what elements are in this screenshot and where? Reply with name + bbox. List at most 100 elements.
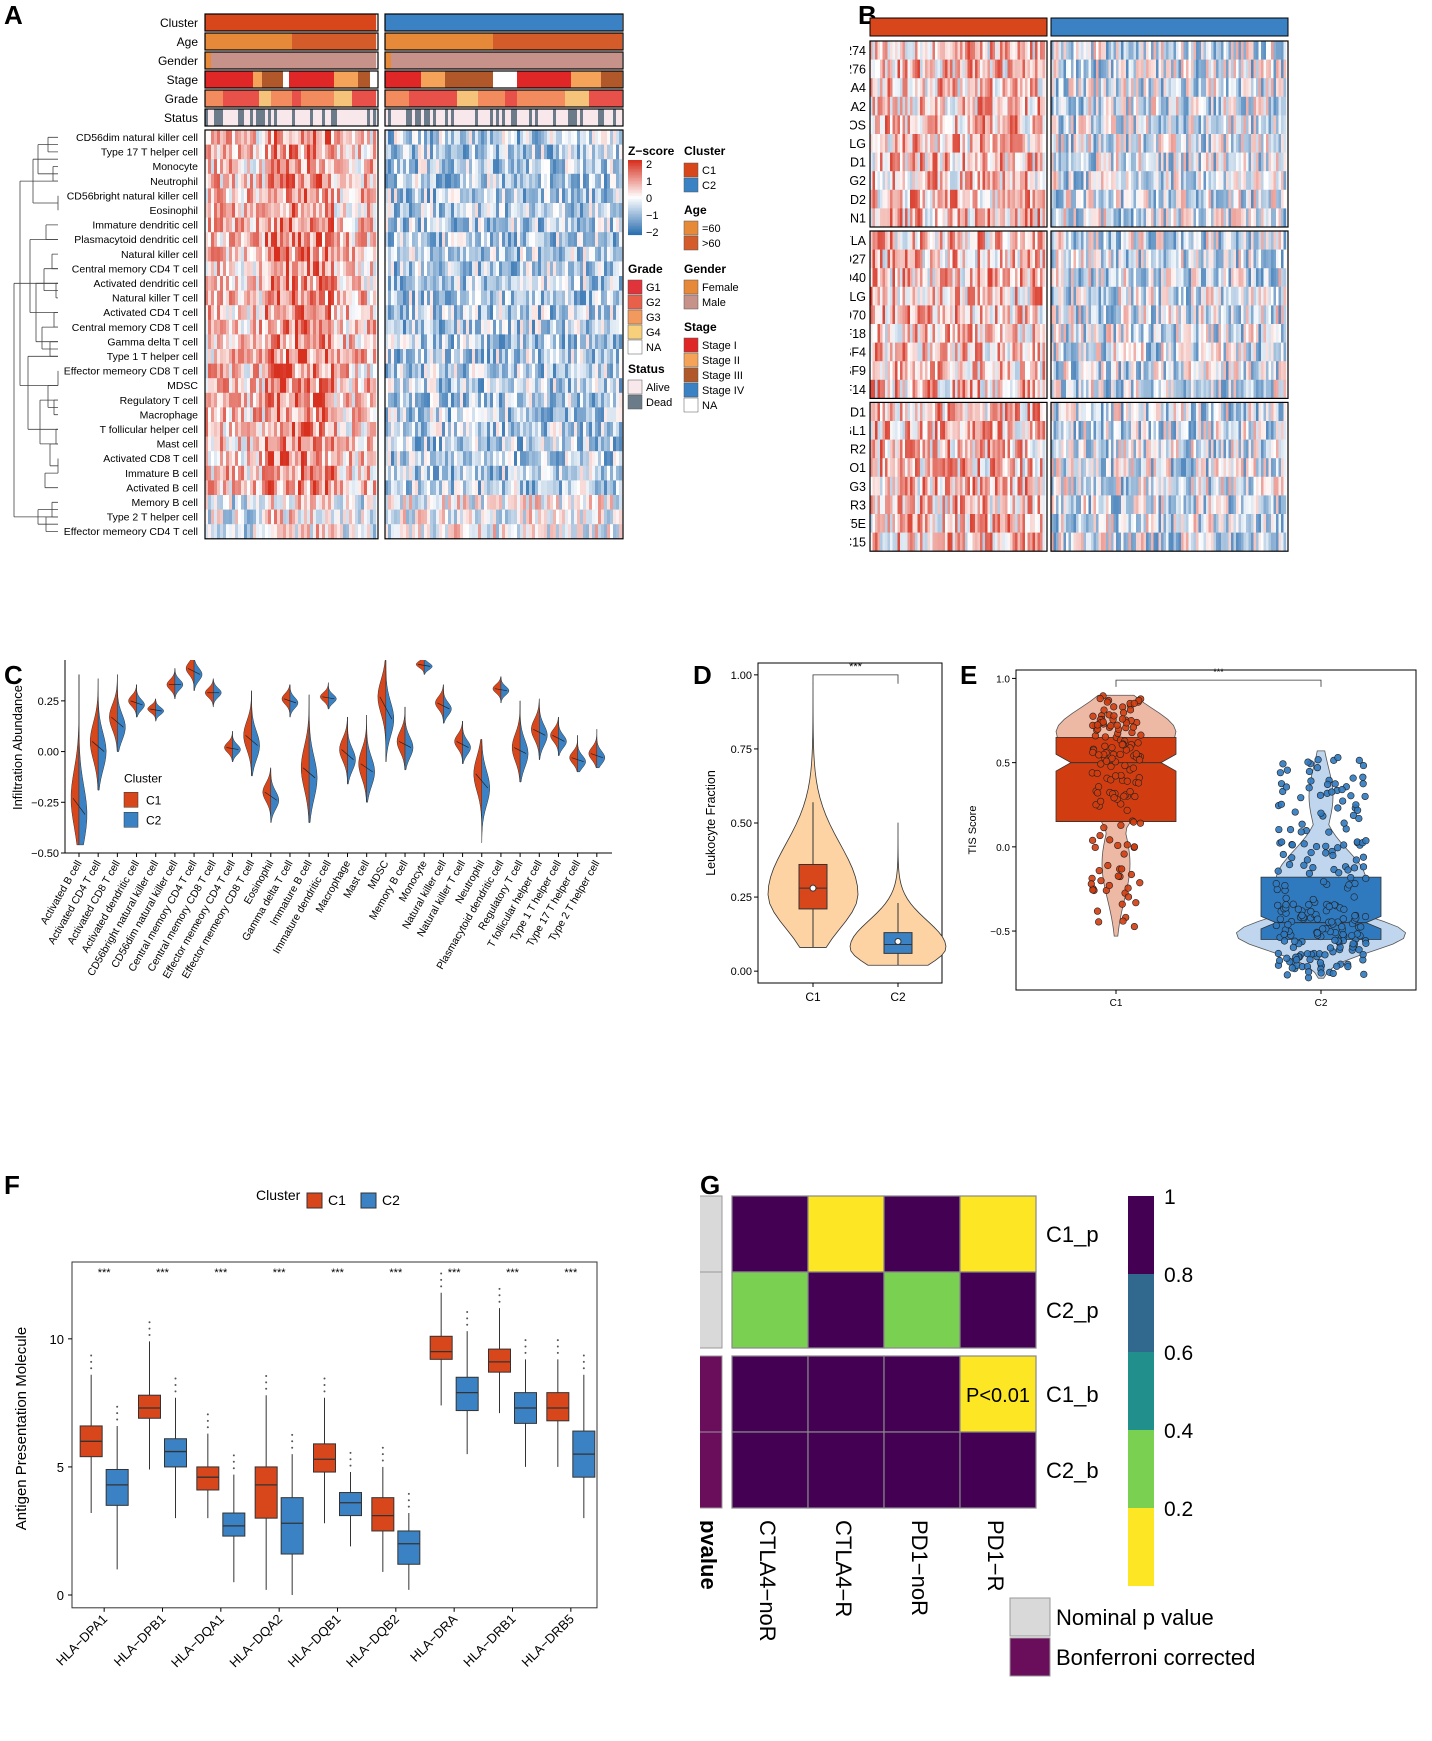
- heatmap-cell: [604, 334, 608, 350]
- annotation-cell: [295, 71, 299, 88]
- heatmap-cell: [394, 173, 398, 189]
- heatmap-cell: [457, 144, 461, 160]
- heatmap-cell: [259, 305, 263, 321]
- heatmap-cell: [433, 436, 437, 452]
- heatmap-cell: [517, 203, 521, 218]
- heatmap-cell: [400, 232, 404, 248]
- heatmap-cell: [331, 144, 335, 160]
- annotation-cell: [496, 71, 500, 88]
- heatmap-cell: [349, 232, 353, 248]
- heatmap-cell: [565, 144, 569, 160]
- heatmap-cell: [370, 407, 374, 423]
- heatmap-cell: [556, 276, 560, 291]
- zscore-colorbar-step: [628, 196, 642, 198]
- heatmap-cell: [442, 422, 446, 437]
- heatmap-cell: [583, 261, 587, 277]
- heatmap-cell: [367, 217, 371, 233]
- heatmap-cell: [1108, 41, 1112, 60]
- legend-swatch: [683, 382, 699, 398]
- annotation-cell: [607, 90, 611, 107]
- heatmap-cell: [493, 203, 497, 218]
- heatmap-cell: [511, 349, 515, 364]
- annotation-cell: [592, 33, 596, 50]
- heatmap-cell: [544, 276, 548, 291]
- annotation-cell: [352, 52, 356, 69]
- heatmap-cell: [358, 524, 362, 540]
- heatmap-cell: [325, 363, 329, 379]
- heatmap-cell: [403, 261, 407, 277]
- heatmap-cell: [427, 130, 431, 145]
- heatmap-cell: [241, 319, 245, 335]
- heatmap-cell: [235, 305, 239, 321]
- heatmap-cell: [445, 495, 449, 510]
- heatmap-cell: [385, 378, 389, 394]
- heatmap-cell: [274, 349, 278, 364]
- heatmap-cell: [298, 334, 302, 350]
- heatmap-cell: [1121, 41, 1124, 60]
- heatmap-cell: [205, 524, 209, 540]
- heatmap-cell: [547, 436, 551, 452]
- heatmap-cell: [619, 495, 623, 510]
- heatmap-cell: [223, 130, 227, 145]
- heatmap-cell: [217, 203, 221, 218]
- heatmap-cell: [424, 217, 428, 233]
- heatmap-cell: [250, 290, 254, 306]
- annotation-cell: [508, 71, 512, 88]
- annotation-cell: [397, 90, 401, 107]
- annotation-cell: [334, 71, 338, 88]
- heatmap-cell: [310, 159, 314, 175]
- heatmap-cell: [226, 130, 230, 145]
- heatmap-cell: [553, 261, 557, 277]
- heatmap-cell: [454, 261, 458, 277]
- heatmap-cell: [250, 509, 254, 525]
- heatmap-cell: [304, 422, 308, 437]
- heatmap-cell: [232, 363, 236, 379]
- heatmap-cell: [406, 144, 410, 160]
- heatmap-cell: [283, 261, 287, 277]
- heatmap-cell: [400, 334, 404, 350]
- annotation-cell: [505, 33, 509, 50]
- heatmap-cell: [292, 276, 296, 291]
- annotation-cell: [289, 33, 293, 50]
- heatmap-cell: [283, 524, 287, 540]
- heatmap-cell: [517, 392, 521, 408]
- heatmap-cell: [529, 480, 533, 496]
- heatmap-cell: [445, 422, 449, 437]
- annotation-cell: [232, 71, 236, 88]
- annotation-cell: [331, 90, 335, 107]
- heatmap-cell: [920, 59, 923, 79]
- heatmap-cell: [247, 276, 251, 291]
- heatmap-cell: [586, 349, 590, 364]
- heatmap-cell: [241, 305, 245, 321]
- heatmap-cell: [487, 349, 491, 364]
- heatmap-cell: [538, 261, 542, 277]
- heatmap-cell: [514, 246, 518, 262]
- heatmap-cell: [436, 305, 440, 321]
- heatmap-cell: [511, 173, 515, 189]
- annotation-cell: [550, 90, 554, 107]
- heatmap-cell: [328, 334, 332, 350]
- heatmap-cell: [526, 144, 530, 160]
- annotation-cell: [481, 109, 485, 126]
- heatmap-cell: [352, 422, 356, 437]
- heatmap-cell: [448, 509, 452, 525]
- heatmap-cell: [460, 451, 464, 467]
- annotation-cell: [262, 33, 266, 50]
- heatmap-cell: [232, 261, 236, 277]
- annotation-cell: [232, 52, 236, 69]
- heatmap-cell: [574, 144, 578, 160]
- heatmap-cell: [361, 334, 365, 350]
- heatmap-cell: [544, 290, 548, 306]
- heatmap-cell: [502, 276, 506, 291]
- heatmap-cell: [247, 334, 251, 350]
- heatmap-cell: [568, 305, 572, 321]
- heatmap-cell: [388, 436, 392, 452]
- heatmap-cell: [595, 480, 599, 496]
- heatmap-cell: [277, 392, 281, 408]
- heatmap-cell: [301, 480, 305, 496]
- heatmap-cell: [274, 524, 278, 540]
- heatmap-cell: [574, 436, 578, 452]
- heatmap-cell: [262, 495, 266, 510]
- heatmap-cell: [481, 144, 485, 160]
- annotation-cell: [349, 14, 353, 31]
